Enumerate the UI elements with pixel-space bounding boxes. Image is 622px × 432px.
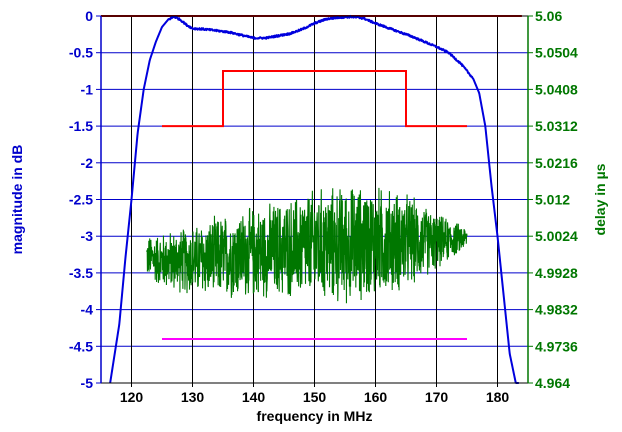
y-left-tick-label: -2.5 bbox=[69, 192, 93, 208]
y-right-tick-label: 5.0504 bbox=[535, 45, 578, 61]
y-left-tick-label: -0.5 bbox=[69, 45, 93, 61]
y-left-tick-label: -1.5 bbox=[69, 118, 93, 134]
y-axis-left-title: magnitude in dB bbox=[9, 145, 25, 255]
y-left-tick-label: -2 bbox=[81, 155, 94, 171]
y-right-tick-label: 4.964 bbox=[535, 375, 570, 391]
y-left-tick-label: -3.5 bbox=[69, 265, 93, 281]
y-left-tick-label: -5 bbox=[81, 375, 94, 391]
y-right-tick-label: 5.0312 bbox=[535, 118, 578, 134]
y-axis-right-title: delay in µs bbox=[592, 163, 608, 235]
y-left-tick-label: -4.5 bbox=[69, 338, 93, 354]
y-left-tick-label: -3 bbox=[81, 228, 94, 244]
y-right-tick-label: 5.06 bbox=[535, 8, 562, 24]
y-right-tick-label: 4.9832 bbox=[535, 302, 578, 318]
y-left-tick-label: 0 bbox=[85, 8, 93, 24]
y-left-tick-label: -1 bbox=[81, 81, 94, 97]
x-tick-label: 150 bbox=[303, 389, 327, 405]
delay-mask-line bbox=[162, 70, 467, 128]
magnitude-series-line bbox=[109, 14, 520, 384]
y-right-tick-label: 5.0216 bbox=[535, 155, 578, 171]
y-left-tick-label: -4 bbox=[81, 302, 94, 318]
y-right-tick-label: 5.012 bbox=[535, 192, 570, 208]
x-tick-label: 140 bbox=[242, 389, 266, 405]
y-right-tick-label: 5.0408 bbox=[535, 81, 578, 97]
ticks: -5 -4.5 -4 -3.5 -3 -2.5 -2 -1.5 -1 -0.5 0 4.964 4.97… bbox=[69, 8, 578, 405]
y-right-tick-label: 5.0024 bbox=[535, 228, 578, 244]
x-tick-label: 180 bbox=[486, 389, 510, 405]
y-right-tick-label: 4.9928 bbox=[535, 265, 578, 281]
x-tick-label: 130 bbox=[181, 389, 205, 405]
x-tick-label: 170 bbox=[425, 389, 449, 405]
x-tick-label: 120 bbox=[120, 389, 144, 405]
x-axis-title: frequency in MHz bbox=[257, 408, 373, 424]
y-right-tick-label: 4.9736 bbox=[535, 338, 578, 354]
delay-series-line bbox=[146, 187, 468, 304]
x-tick-label: 160 bbox=[364, 389, 388, 405]
